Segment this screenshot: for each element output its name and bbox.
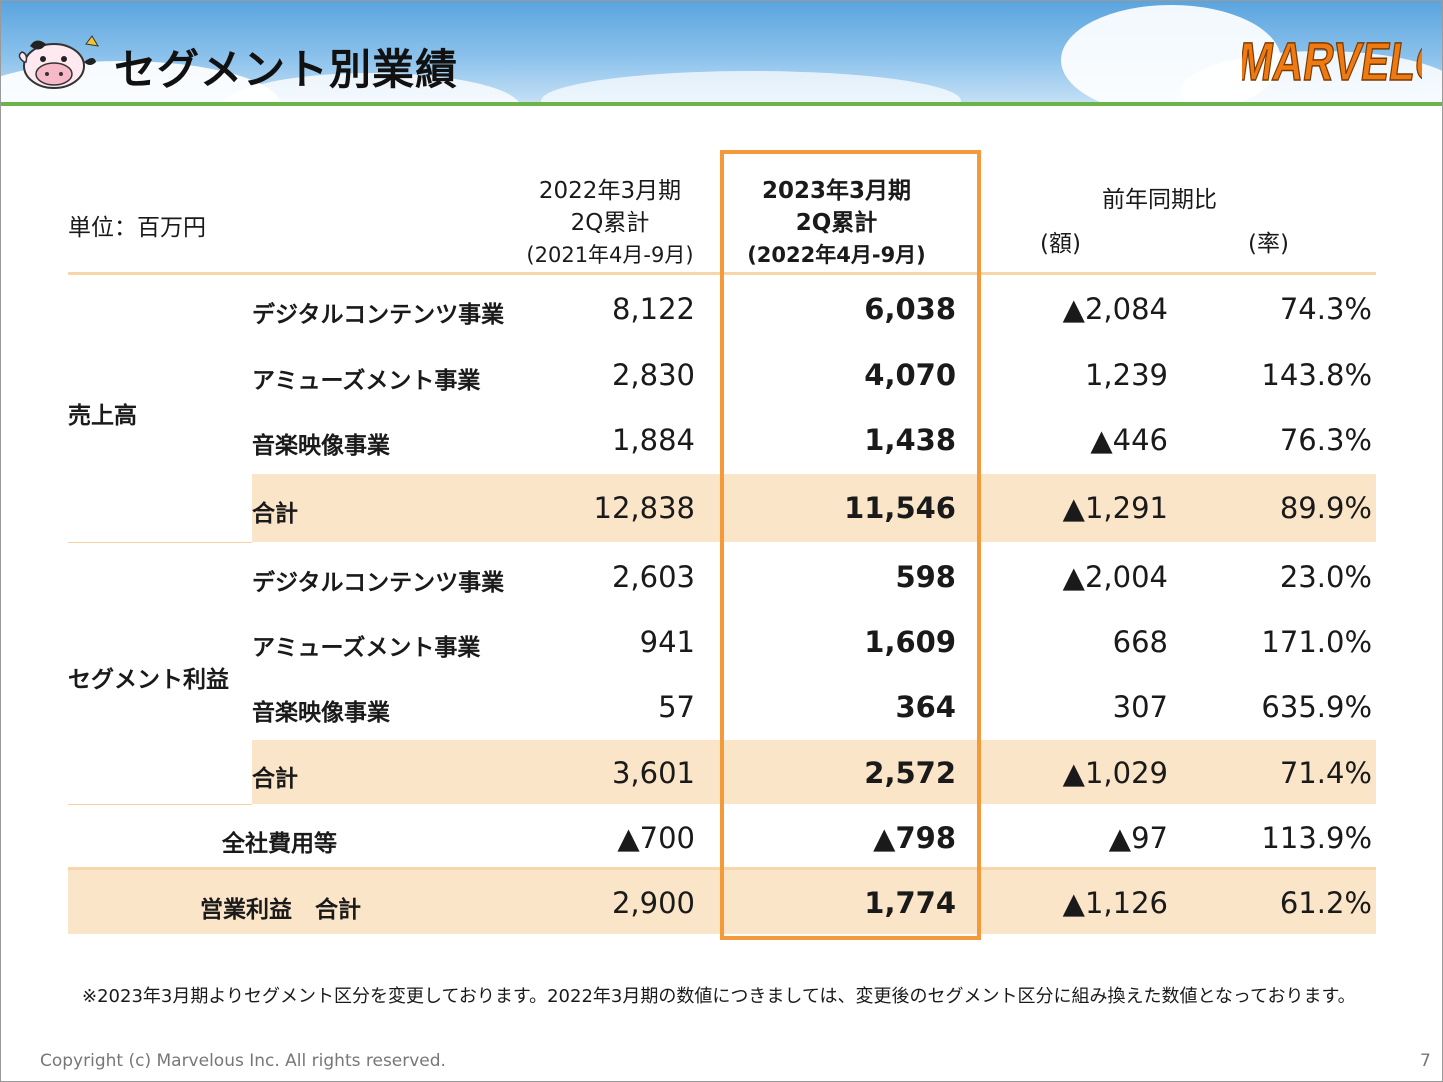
cell-prev: 3,601: [611, 756, 695, 790]
column-header-current-line3: (2022年4月-9月): [747, 243, 926, 267]
cow-mascot-icon: [18, 35, 99, 89]
cell-current: 598: [895, 560, 956, 594]
row-label: 合計: [252, 766, 298, 792]
cell-rate: 76.3%: [1279, 423, 1372, 457]
cell-diff: ▲2,084: [1062, 292, 1168, 326]
cell-prev: 8,122: [611, 292, 695, 326]
cell-rate: 23.0%: [1279, 560, 1372, 594]
cell-diff: ▲1,029: [1062, 756, 1168, 790]
cell-current: 4,070: [864, 358, 956, 392]
cell-current: 1,609: [864, 625, 956, 659]
cell-current: 1,438: [864, 423, 956, 457]
cell-diff: ▲446: [1090, 423, 1168, 457]
cell-rate: 113.9%: [1261, 821, 1372, 855]
cell-diff: ▲1,291: [1062, 491, 1168, 525]
cell-rate: 635.9%: [1261, 690, 1372, 724]
svg-text:MARVELOUS!: MARVELOUS!: [1242, 32, 1422, 92]
cell-prev: 57: [658, 690, 695, 724]
column-header-prev-line3: (2021年4月-9月): [526, 243, 694, 267]
divider: [68, 542, 252, 543]
cell-prev: 2,603: [611, 560, 695, 594]
cell-rate: 143.8%: [1261, 358, 1372, 392]
row-label: デジタルコンテンツ事業: [252, 302, 505, 328]
column-header-yoy: 前年同期比: [1102, 187, 1217, 213]
sales-total-band: [252, 474, 1376, 542]
current-period-highlight: [720, 150, 981, 940]
cell-current: 6,038: [864, 292, 956, 326]
cell-rate: 89.9%: [1279, 491, 1372, 525]
group-label-sales: 売上高: [68, 403, 137, 429]
row-label: アミューズメント事業: [252, 635, 481, 661]
page-title: セグメント別業績: [114, 45, 459, 94]
cell-current: 11,546: [844, 491, 956, 525]
row-label: アミューズメント事業: [252, 368, 481, 394]
cell-current: 364: [895, 690, 956, 724]
cell-prev: 2,900: [611, 886, 695, 920]
cell-diff: 307: [1112, 690, 1168, 724]
column-header-current-line1: 2023年3月期: [761, 178, 912, 204]
column-header-prev-line2: 2Q累計: [570, 210, 650, 236]
cell-rate: 171.0%: [1261, 625, 1372, 659]
cell-rate: 71.4%: [1279, 756, 1372, 790]
column-header-prev: 2022年3月期 2Q累計 (2021年4月-9月): [500, 175, 720, 271]
header-divider: [1, 102, 1442, 106]
group-label-segment-profit: セグメント利益: [68, 667, 229, 693]
row-label: デジタルコンテンツ事業: [252, 570, 505, 596]
cell-rate: 74.3%: [1279, 292, 1372, 326]
cloud-decoration: [541, 71, 961, 104]
cell-current: ▲798: [873, 821, 956, 855]
cell-prev: 2,830: [611, 358, 695, 392]
copyright: Copyright (c) Marvelous Inc. All rights …: [40, 1051, 446, 1071]
cell-prev: 1,884: [611, 423, 695, 457]
cell-prev: 941: [639, 625, 695, 659]
cell-diff: ▲1,126: [1062, 886, 1168, 920]
row-label: 音楽映像事業: [252, 700, 390, 726]
row-label: 全社費用等: [222, 831, 337, 857]
cell-prev: ▲700: [617, 821, 695, 855]
column-header-current: 2023年3月期 2Q累計 (2022年4月-9月): [724, 175, 949, 271]
cell-diff: 668: [1112, 625, 1168, 659]
cell-prev: 12,838: [593, 491, 695, 525]
column-header-prev-line1: 2022年3月期: [538, 178, 682, 204]
column-header-yoy-amount: (額): [1040, 231, 1081, 257]
cell-current: 2,572: [864, 756, 956, 790]
footnote: ※2023年3月期よりセグメント区分を変更しております。2022年3月期の数値に…: [82, 986, 1356, 1007]
column-header-yoy-rate: (率): [1248, 231, 1289, 257]
unit-label: 単位：百万円: [68, 215, 206, 241]
cell-diff: 1,239: [1084, 358, 1168, 392]
column-header-current-line2: 2Q累計: [795, 210, 878, 236]
divider: [68, 804, 252, 805]
cell-current: 1,774: [864, 886, 956, 920]
header-banner: [1, 1, 1442, 104]
cell-rate: 61.2%: [1279, 886, 1372, 920]
profit-total-band: [252, 740, 1376, 804]
row-label: 営業利益 合計: [200, 897, 361, 923]
marvelous-logo: MARVELOUS!: [1242, 32, 1422, 92]
row-label: 音楽映像事業: [252, 433, 390, 459]
page-number: 7: [1420, 1051, 1431, 1071]
cell-diff: ▲2,004: [1062, 560, 1168, 594]
row-label: 合計: [252, 501, 298, 527]
cell-diff: ▲97: [1108, 821, 1168, 855]
